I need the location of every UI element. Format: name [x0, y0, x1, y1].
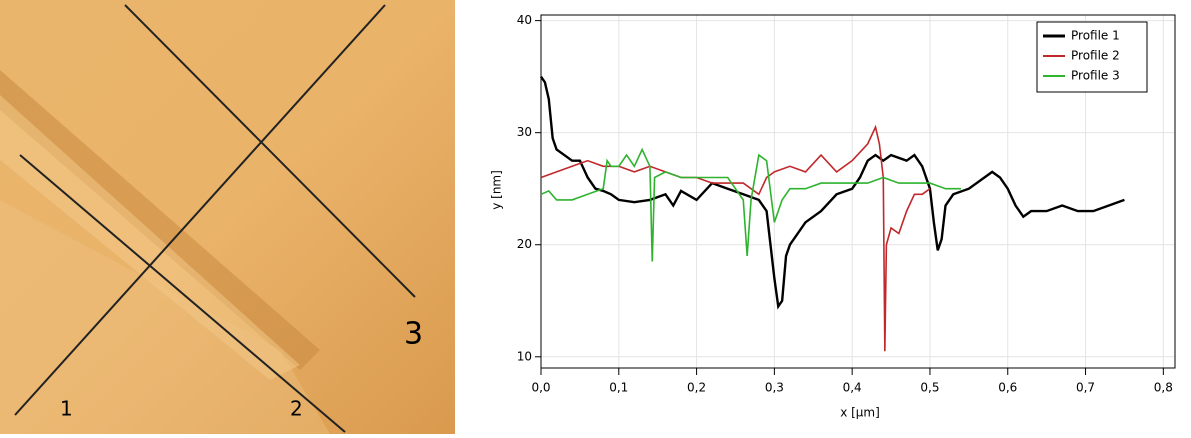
profile-label: 2	[290, 397, 303, 421]
afm-ridge-light	[0, 95, 300, 380]
x-tick-label: 0,1	[609, 381, 628, 395]
profile-line-1	[14, 4, 386, 416]
y-axis-label: y [nm]	[490, 170, 504, 210]
y-tick-label: 20	[517, 237, 532, 251]
afm-lower-region	[0, 200, 330, 434]
x-tick-label: 0,0	[531, 381, 550, 395]
legend-label: Profile 2	[1071, 49, 1120, 63]
legend-label: Profile 3	[1071, 69, 1120, 83]
afm-ridge	[0, 70, 320, 370]
x-tick-label: 0,3	[765, 381, 784, 395]
profile-label: 1	[60, 397, 73, 421]
legend-label: Profile 1	[1071, 29, 1120, 43]
x-tick-label: 0,6	[998, 381, 1017, 395]
data-line	[540, 147, 962, 262]
profile-line-3	[124, 4, 416, 298]
y-tick-label: 10	[517, 349, 532, 363]
x-tick-label: 0,2	[687, 381, 706, 395]
profile-label: 3	[404, 317, 423, 352]
profile-line-2	[19, 154, 346, 433]
data-line	[540, 124, 931, 352]
x-tick-label: 0,4	[843, 381, 862, 395]
plot-frame	[540, 14, 1176, 369]
x-axis-label: x [µm]	[840, 406, 880, 420]
x-tick-label: 0,8	[1154, 381, 1173, 395]
y-tick-label: 30	[517, 125, 532, 139]
afm-image: 1 2 3	[0, 0, 455, 434]
data-line	[540, 75, 1125, 310]
y-tick-label: 40	[517, 13, 532, 27]
x-tick-label: 0,7	[1076, 381, 1095, 395]
x-tick-label: 0,5	[920, 381, 939, 395]
